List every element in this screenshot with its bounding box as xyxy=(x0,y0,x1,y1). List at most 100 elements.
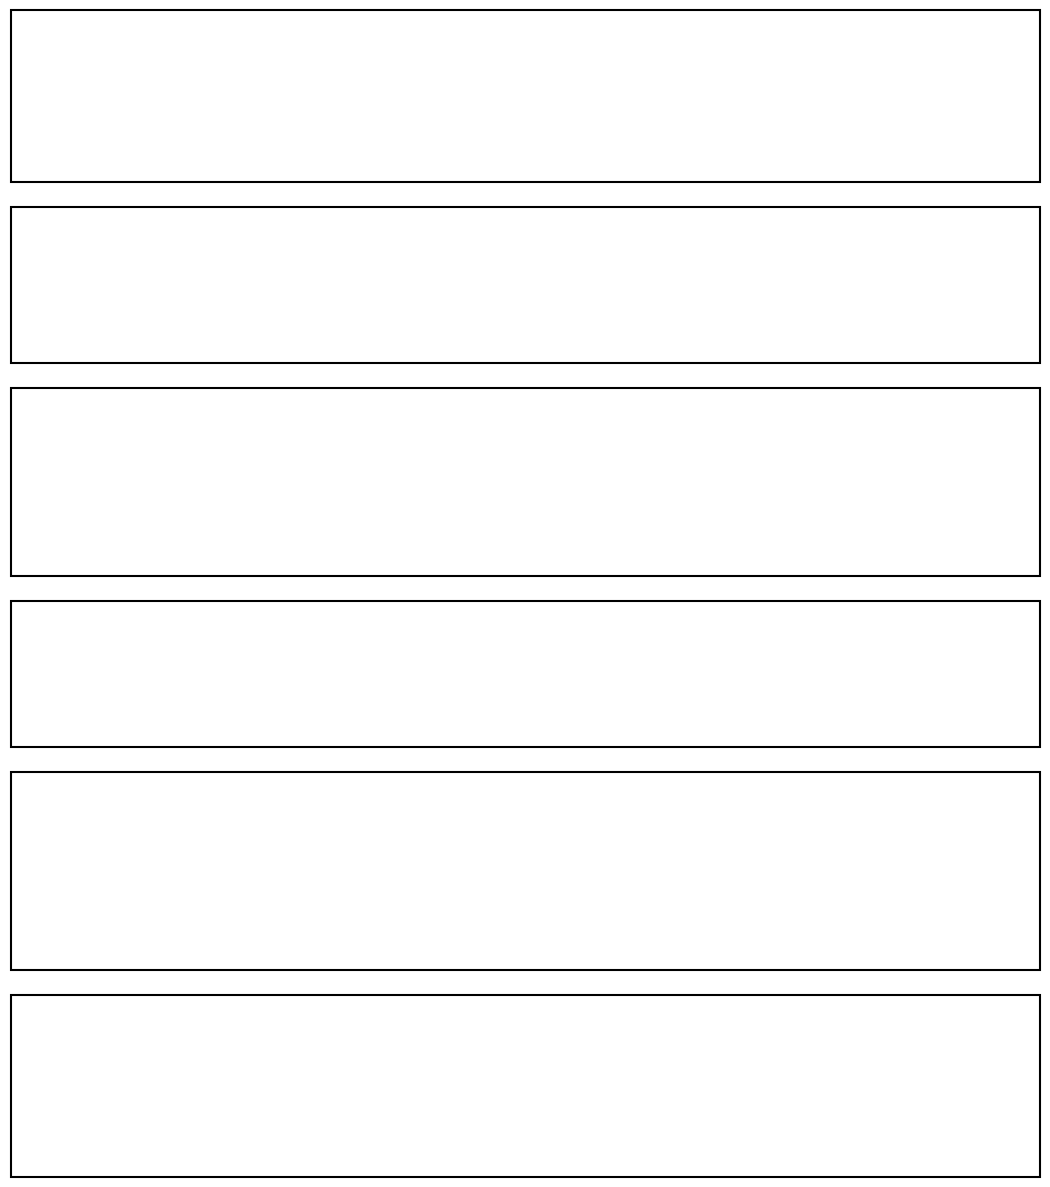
Text: MatMulᵀ: MatMulᵀ xyxy=(803,33,856,46)
Bar xyxy=(494,919,584,970)
Bar xyxy=(858,867,948,919)
Text: 0.97: 0.97 xyxy=(797,1099,826,1112)
Text: 0.82: 0.82 xyxy=(512,537,542,550)
Text: 1.00: 1.00 xyxy=(948,658,979,669)
Bar xyxy=(10,1130,1040,1178)
Text: 2²⁴: 2²⁴ xyxy=(155,57,175,66)
Text: 1.00: 1.00 xyxy=(494,658,523,669)
Bar xyxy=(887,691,1040,747)
Text: 0.55: 0.55 xyxy=(387,331,417,344)
Bar xyxy=(402,867,494,919)
Text: MCC_Capsule: MCC_Capsule xyxy=(471,1066,545,1077)
Text: ResNet-50: ResNet-50 xyxy=(277,798,344,811)
Text: Stencils: Stencils xyxy=(34,278,106,292)
Text: Linear
Algebra: Linear Algebra xyxy=(38,80,102,112)
Text: abcdefg-
gdac-efgb: abcdefg- gdac-efgb xyxy=(266,413,333,442)
Text: 10⁷: 10⁷ xyxy=(228,57,249,66)
Text: TVM+Ansor: TVM+Ansor xyxy=(36,1147,103,1160)
Text: 8192,8192: 8192,8192 xyxy=(397,57,458,66)
Bar xyxy=(129,919,219,970)
Text: 0.97: 0.97 xyxy=(706,886,736,899)
Bar xyxy=(766,919,858,970)
Text: MobileNet: MobileNet xyxy=(854,1018,922,1032)
Text: 1.00: 1.00 xyxy=(854,472,884,485)
Text: 1,512,7,7,512,3,3: 1,512,7,7,512,3,3 xyxy=(891,249,1006,259)
Text: 0.69: 0.69 xyxy=(948,1147,979,1160)
Text: VGG-16: VGG-16 xyxy=(653,798,698,811)
Text: Data
Mining: Data Mining xyxy=(42,656,97,691)
Bar xyxy=(736,1130,887,1178)
Text: 0.95: 0.95 xyxy=(947,93,978,106)
Bar xyxy=(584,1130,736,1178)
Text: 0.82: 0.82 xyxy=(171,537,201,550)
Bar xyxy=(606,127,773,182)
Text: TVM+Ansor: TVM+Ansor xyxy=(36,148,103,161)
Text: Inference: Inference xyxy=(960,824,1028,837)
Bar xyxy=(275,72,374,127)
Text: Deep Learning
(Capsule): Deep Learning (Capsule) xyxy=(10,1069,129,1103)
Bar xyxy=(10,1083,1040,1130)
Text: MatMul: MatMul xyxy=(792,850,832,859)
Text: 512,512,512: 512,512,512 xyxy=(365,249,439,259)
Text: 0.41: 0.41 xyxy=(933,331,964,344)
Text: 1.00: 1.00 xyxy=(752,281,781,294)
Text: MCC: MCC xyxy=(528,850,549,859)
Text: 0.59: 0.59 xyxy=(433,938,463,951)
Text: 0.61: 0.61 xyxy=(797,938,826,951)
Bar xyxy=(481,127,606,182)
Text: 0.71: 0.71 xyxy=(854,537,884,550)
Text: 1024,1024,1024: 1024,1024,1024 xyxy=(643,57,737,66)
Text: MatMul: MatMul xyxy=(427,850,468,859)
Text: 2¹⁸: 2¹⁸ xyxy=(649,620,671,633)
Bar xyxy=(675,867,766,919)
Bar xyxy=(10,72,1040,127)
Text: 0.96: 0.96 xyxy=(190,1099,219,1112)
Bar xyxy=(858,313,1040,363)
Text: MDH+ATF: MDH+ATF xyxy=(43,658,96,669)
Text: 0.37: 0.37 xyxy=(752,331,781,344)
Text: 0.99: 0.99 xyxy=(645,1099,675,1112)
Text: 4096,4096: 4096,4096 xyxy=(294,57,355,66)
Bar xyxy=(698,446,812,512)
Text: 0.53: 0.53 xyxy=(160,938,189,951)
Bar xyxy=(885,127,1040,182)
Bar xyxy=(10,264,1040,313)
Bar xyxy=(584,919,675,970)
Bar xyxy=(10,207,129,363)
Text: 1.00: 1.00 xyxy=(740,472,770,485)
Text: 0.71: 0.71 xyxy=(190,1147,219,1160)
Text: Inference: Inference xyxy=(930,1042,997,1055)
Text: MCC: MCC xyxy=(711,850,731,859)
Bar xyxy=(10,636,1040,691)
Bar xyxy=(280,1083,433,1130)
Text: Deep
Learning: Deep Learning xyxy=(34,853,106,888)
Text: MCC_Capsule: MCC_Capsule xyxy=(926,1066,1001,1077)
Bar xyxy=(584,1083,736,1130)
Text: 0.63: 0.63 xyxy=(797,1147,826,1160)
Bar xyxy=(736,1083,887,1130)
Text: 1.00: 1.00 xyxy=(171,472,201,485)
Text: Inference: Inference xyxy=(626,1042,694,1055)
Bar xyxy=(243,446,357,512)
Text: Pennycook Metric: Pennycook Metric xyxy=(518,392,651,406)
Text: MDH+ATF: MDH+ATF xyxy=(43,93,96,106)
Text: 1.00: 1.00 xyxy=(190,658,219,669)
Bar xyxy=(280,691,433,747)
Text: Training: Training xyxy=(174,1042,235,1055)
Text: 0.65: 0.65 xyxy=(310,93,339,106)
Bar xyxy=(129,72,202,127)
Text: abcdefg-
gdab-efgc: abcdefg- gdab-efgc xyxy=(152,413,219,442)
Text: 0.89: 0.89 xyxy=(947,148,978,161)
Text: 0.70: 0.70 xyxy=(706,938,736,951)
Bar xyxy=(275,127,374,182)
Text: 0.90: 0.90 xyxy=(341,1147,372,1160)
Bar xyxy=(885,72,1040,127)
Text: 0.91: 0.91 xyxy=(341,886,372,899)
Text: MCC_Capsule: MCC_Capsule xyxy=(319,1066,394,1077)
Bar xyxy=(280,636,433,691)
Text: 0.62: 0.62 xyxy=(251,938,280,951)
Text: 0.81: 0.81 xyxy=(614,938,645,951)
Text: 0.00: 0.00 xyxy=(948,712,979,725)
Text: abcdefg-
gebc-dfga: abcdefg- gebc-dfga xyxy=(721,413,789,442)
Text: 0.76: 0.76 xyxy=(524,938,553,951)
